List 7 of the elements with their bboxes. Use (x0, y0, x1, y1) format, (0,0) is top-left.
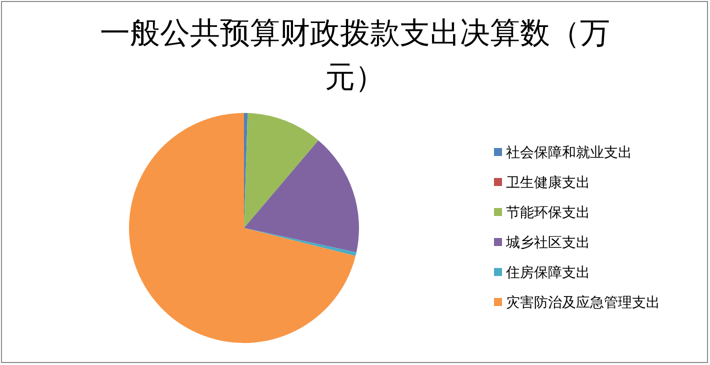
legend-label: 灾害防治及应急管理支出 (506, 295, 660, 311)
chart-title: 一般公共预算财政拨款支出决算数（万元） (99, 15, 611, 97)
legend-label: 社会保障和就业支出 (506, 145, 632, 161)
legend-label: 卫生健康支出 (506, 175, 590, 191)
legend-label: 节能环保支出 (506, 205, 590, 221)
legend-label: 住房保障支出 (505, 265, 590, 281)
legend-label: 城乡社区支出 (505, 235, 590, 251)
